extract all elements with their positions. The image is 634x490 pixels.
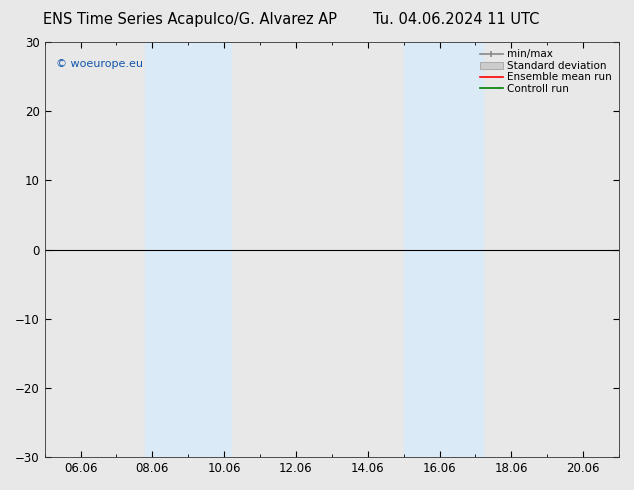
Legend: min/max, Standard deviation, Ensemble mean run, Controll run: min/max, Standard deviation, Ensemble me… <box>478 47 614 96</box>
Text: ENS Time Series Acapulco/G. Alvarez AP: ENS Time Series Acapulco/G. Alvarez AP <box>43 12 337 27</box>
Bar <box>404 42 447 457</box>
Bar <box>447 42 482 457</box>
Text: Tu. 04.06.2024 11 UTC: Tu. 04.06.2024 11 UTC <box>373 12 540 27</box>
Bar <box>145 42 195 457</box>
Bar <box>195 42 231 457</box>
Text: © woeurope.eu: © woeurope.eu <box>56 59 143 69</box>
